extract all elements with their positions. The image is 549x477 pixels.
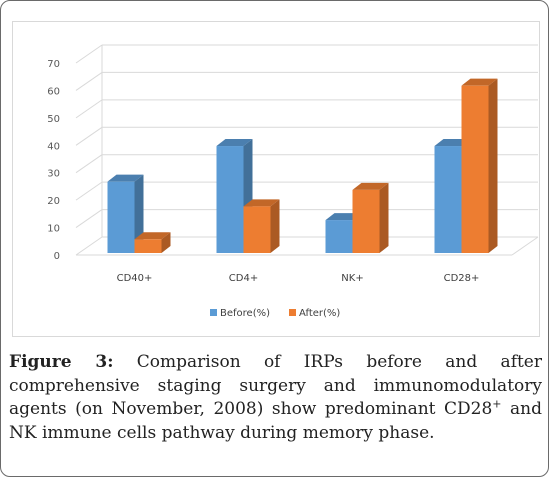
bar-after <box>461 85 489 253</box>
x-tick-label: CD28+ <box>444 273 480 284</box>
caption-text-end: and NK immune cells pathway during memor… <box>9 399 542 443</box>
legend-swatch <box>289 309 296 316</box>
y-tick-label: 40 <box>47 141 60 152</box>
gridline-depth <box>75 154 103 174</box>
x-tick-label: CD4+ <box>229 273 258 284</box>
bar-before <box>325 220 353 253</box>
bar-side <box>161 232 171 253</box>
y-tick-label: 10 <box>47 224 60 235</box>
bar-top <box>134 232 171 240</box>
bar-before <box>107 181 135 253</box>
gridline-depth <box>75 126 103 146</box>
caption-text: Comparison of IRPs before and after comp… <box>9 352 542 419</box>
bar-before <box>216 146 244 253</box>
x-tick-label: CD40+ <box>117 273 153 284</box>
bar-side <box>270 199 280 253</box>
y-tick-label: 30 <box>47 169 60 180</box>
gridline-depth <box>75 72 103 91</box>
floor-edge-right <box>511 236 539 256</box>
legend-label: Before(%) <box>220 308 270 319</box>
y-tick-label: 70 <box>47 59 60 70</box>
bar-chart: 0 10 20 30 40 50 60 70 CD40+ CD4+ NK+ CD28+ Before(%… <box>47 44 539 319</box>
chart-container: 0 10 20 30 40 50 60 70 CD40+ CD4+ NK+ CD28+ Before(%… <box>12 21 540 337</box>
caption-superscript: + <box>492 397 502 411</box>
gridline-depth <box>75 99 103 119</box>
bar-after <box>134 239 162 253</box>
bar-side <box>379 182 389 253</box>
y-tick-label: 20 <box>47 196 60 207</box>
gridline-depth <box>75 236 103 256</box>
figure-caption: Figure 3: Comparison of IRPs before and … <box>9 351 542 445</box>
caption-label: Figure 3: <box>9 352 114 372</box>
bar-top <box>216 139 253 147</box>
y-tick-label: 50 <box>47 114 60 125</box>
gridline-depth <box>75 44 103 64</box>
bar-top <box>107 174 144 182</box>
bar-side <box>488 78 498 253</box>
gridline-depth <box>75 209 103 228</box>
x-tick-label: NK+ <box>341 273 363 284</box>
bar-before <box>434 146 462 253</box>
bar-after <box>352 189 380 253</box>
bar-top <box>461 78 498 86</box>
y-tick-label: 0 <box>54 251 60 262</box>
bar-top <box>243 199 280 207</box>
legend-swatch <box>210 309 217 316</box>
bar-side <box>134 174 144 253</box>
gridline-depth <box>75 181 103 201</box>
bar-after <box>243 206 271 253</box>
bar-top <box>352 182 389 190</box>
y-tick-label: 60 <box>47 86 60 97</box>
legend-label: After(%) <box>299 308 340 319</box>
